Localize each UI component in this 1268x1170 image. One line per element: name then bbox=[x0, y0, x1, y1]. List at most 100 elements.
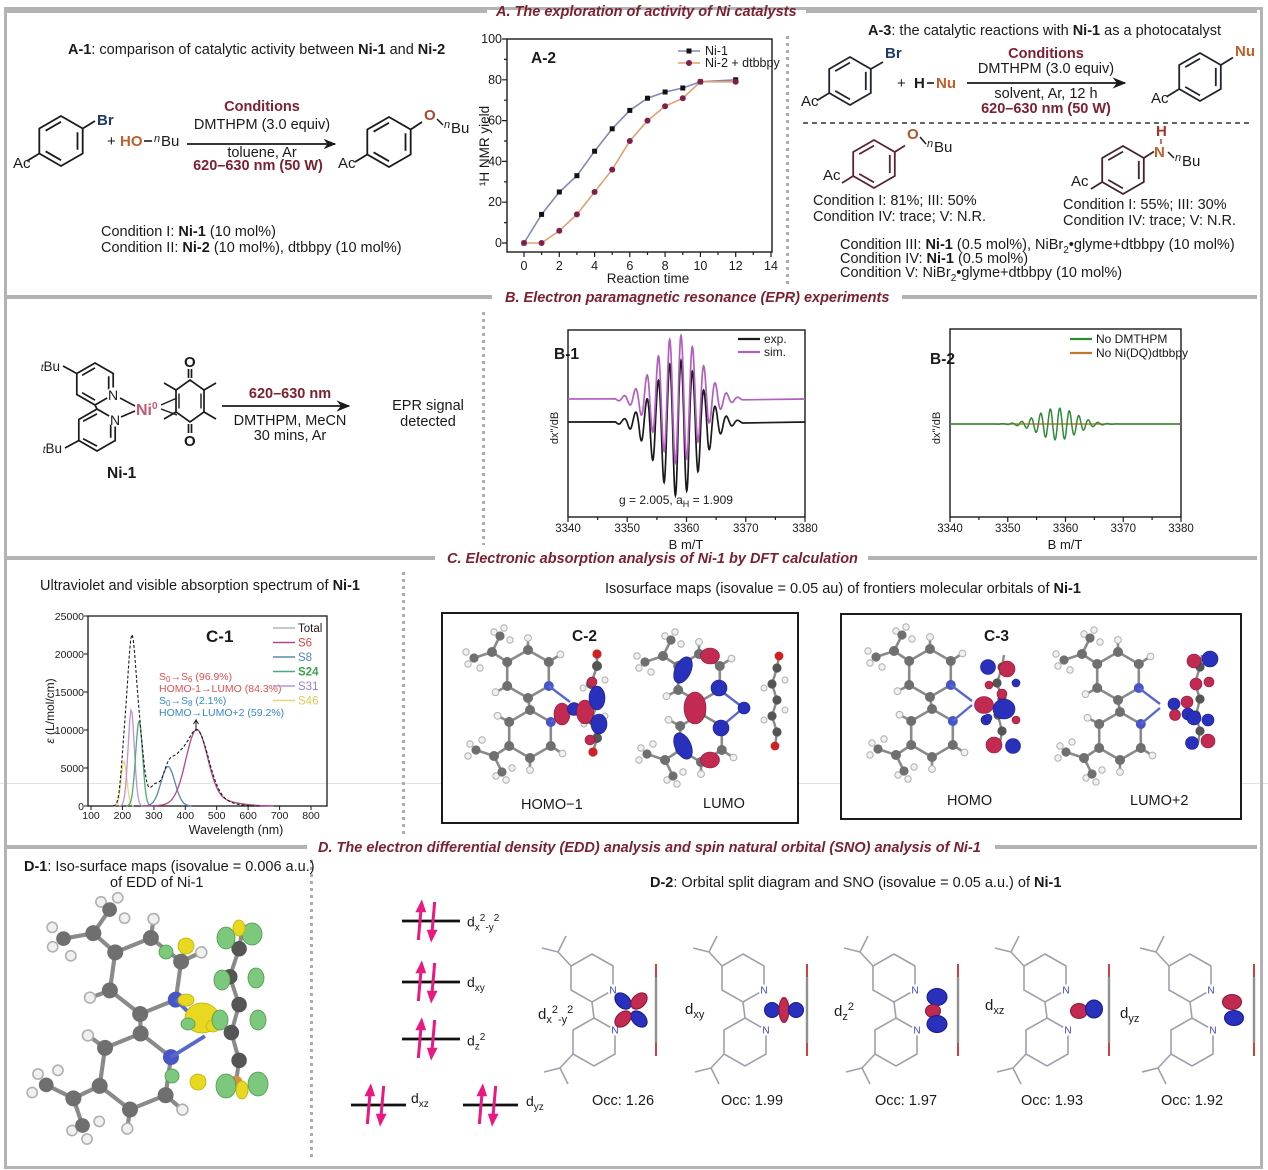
svg-text:300: 300 bbox=[145, 810, 163, 822]
svg-text:100: 100 bbox=[82, 810, 100, 822]
svg-text:Ac: Ac bbox=[801, 93, 819, 110]
svg-text:N: N bbox=[110, 412, 120, 428]
svg-text:25000: 25000 bbox=[55, 611, 84, 623]
svg-text:tBu: tBu bbox=[41, 359, 60, 374]
svg-text:detected: detected bbox=[400, 414, 456, 430]
svg-text:DMTHPM, MeCN: DMTHPM, MeCN bbox=[234, 413, 347, 429]
svg-text:200: 200 bbox=[114, 810, 132, 822]
svg-text:5000: 5000 bbox=[61, 763, 85, 775]
svg-text:40: 40 bbox=[488, 154, 502, 168]
svg-text:Nu: Nu bbox=[1235, 43, 1255, 60]
svg-text:ε (L/mol/cm): ε (L/mol/cm) bbox=[43, 678, 57, 743]
svg-text:N: N bbox=[762, 1026, 769, 1037]
svg-text:No DMTHPM: No DMTHPM bbox=[1096, 332, 1167, 346]
svg-text:B-2: B-2 bbox=[930, 351, 955, 368]
svg-text:S24: S24 bbox=[298, 667, 319, 679]
svg-text:600: 600 bbox=[239, 810, 257, 822]
svg-text:20000: 20000 bbox=[55, 649, 84, 661]
svg-text:N: N bbox=[913, 1026, 920, 1037]
svg-text:3350: 3350 bbox=[614, 523, 640, 535]
svg-text:80: 80 bbox=[488, 73, 502, 87]
svg-text:Bu: Bu bbox=[1182, 153, 1200, 170]
svg-text:No Ni(DQ)dtbbpy: No Ni(DQ)dtbbpy bbox=[1096, 346, 1188, 360]
svg-text:exp.: exp. bbox=[764, 332, 787, 346]
svg-text:N: N bbox=[911, 986, 918, 997]
svg-text:620–630 nm (50 W): 620–630 nm (50 W) bbox=[193, 158, 323, 174]
svg-text:N: N bbox=[609, 986, 616, 997]
svg-text:Ni0: Ni0 bbox=[136, 401, 158, 419]
svg-text:3350: 3350 bbox=[995, 523, 1021, 535]
svg-text:Ac: Ac bbox=[1071, 173, 1089, 190]
svg-text:30 mins, Ar: 30 mins, Ar bbox=[254, 428, 327, 444]
svg-text:3380: 3380 bbox=[792, 523, 818, 535]
svg-text:DMTHPM (3.0 equiv): DMTHPM (3.0 equiv) bbox=[194, 117, 330, 133]
svg-text:N: N bbox=[1207, 986, 1214, 997]
svg-text:12: 12 bbox=[729, 259, 743, 273]
svg-text:Conditions: Conditions bbox=[224, 99, 300, 115]
svg-text:Br: Br bbox=[885, 45, 902, 62]
svg-text:B m/T: B m/T bbox=[669, 537, 704, 552]
svg-text:B m/T: B m/T bbox=[1048, 537, 1083, 552]
svg-text:S8: S8 bbox=[298, 652, 312, 664]
svg-text:400: 400 bbox=[177, 810, 195, 822]
svg-text:3340: 3340 bbox=[555, 523, 581, 535]
svg-text:N: N bbox=[1064, 1026, 1071, 1037]
svg-text:n: n bbox=[1175, 152, 1181, 164]
svg-text:3360: 3360 bbox=[674, 523, 700, 535]
svg-text:g = 2.005, aH = 1.909: g = 2.005, aH = 1.909 bbox=[619, 493, 733, 509]
svg-text:Ac: Ac bbox=[13, 155, 31, 172]
svg-text:Ac: Ac bbox=[823, 167, 841, 184]
svg-text:S0→S8 (2.1%): S0→S8 (2.1%) bbox=[159, 695, 226, 708]
svg-text:8: 8 bbox=[662, 259, 669, 273]
svg-text:dx''/dB: dx''/dB bbox=[549, 412, 561, 444]
svg-text:3370: 3370 bbox=[733, 523, 759, 535]
svg-text:dx''/dB: dx''/dB bbox=[931, 412, 943, 444]
svg-text:60: 60 bbox=[488, 114, 502, 128]
svg-text:HOMO-1→LUMO (84.3%): HOMO-1→LUMO (84.3%) bbox=[159, 683, 282, 695]
svg-text:6: 6 bbox=[626, 259, 633, 273]
svg-text:0: 0 bbox=[78, 801, 84, 813]
svg-text:HO: HO bbox=[120, 133, 143, 150]
svg-text:sim.: sim. bbox=[764, 345, 786, 359]
svg-text:620–630 nm: 620–630 nm bbox=[249, 386, 331, 402]
svg-text:N: N bbox=[1154, 144, 1165, 161]
svg-text:15000: 15000 bbox=[55, 687, 84, 699]
svg-text:10000: 10000 bbox=[55, 725, 84, 737]
svg-text:10: 10 bbox=[693, 259, 707, 273]
svg-text:100: 100 bbox=[481, 32, 502, 46]
svg-text:S0→S6 (96.9%): S0→S6 (96.9%) bbox=[159, 671, 232, 684]
svg-text:500: 500 bbox=[208, 810, 226, 822]
svg-text:Ni-1: Ni-1 bbox=[107, 465, 137, 482]
svg-text:Nu: Nu bbox=[936, 75, 956, 92]
svg-text:B-1: B-1 bbox=[554, 346, 579, 363]
svg-text:toluene, Ar: toluene, Ar bbox=[227, 145, 296, 161]
svg-text:Ac: Ac bbox=[1151, 90, 1169, 107]
svg-text:Bu: Bu bbox=[934, 139, 952, 156]
svg-text:3360: 3360 bbox=[1053, 523, 1079, 535]
svg-text:2: 2 bbox=[556, 259, 563, 273]
svg-text:N: N bbox=[1062, 986, 1069, 997]
svg-text:3340: 3340 bbox=[937, 523, 963, 535]
svg-text:N: N bbox=[611, 1026, 618, 1037]
svg-text:+: + bbox=[107, 133, 116, 150]
svg-text:DMTHPM (3.0 equiv): DMTHPM (3.0 equiv) bbox=[978, 61, 1114, 77]
svg-text:S6: S6 bbox=[298, 638, 312, 650]
svg-text:3380: 3380 bbox=[1168, 523, 1194, 535]
svg-text:Reaction time: Reaction time bbox=[607, 271, 690, 285]
svg-text:O: O bbox=[907, 126, 919, 143]
svg-text:Ni-2 + dtbbpy: Ni-2 + dtbbpy bbox=[705, 56, 780, 70]
svg-text:14: 14 bbox=[764, 259, 778, 273]
svg-text:N: N bbox=[108, 387, 118, 403]
svg-text:Ac: Ac bbox=[338, 155, 356, 172]
svg-text:EPR signal: EPR signal bbox=[392, 398, 464, 414]
svg-text:O: O bbox=[424, 107, 436, 124]
svg-text:H: H bbox=[1156, 123, 1167, 140]
svg-text:800: 800 bbox=[302, 810, 320, 822]
svg-text:4: 4 bbox=[591, 259, 598, 273]
svg-text:solvent, Ar, 12 h: solvent, Ar, 12 h bbox=[994, 86, 1097, 102]
svg-text:N: N bbox=[760, 986, 767, 997]
svg-text:Br: Br bbox=[97, 112, 114, 129]
svg-text:S46: S46 bbox=[298, 696, 318, 708]
svg-text:N: N bbox=[1209, 1026, 1216, 1037]
svg-text:Total: Total bbox=[298, 623, 322, 635]
